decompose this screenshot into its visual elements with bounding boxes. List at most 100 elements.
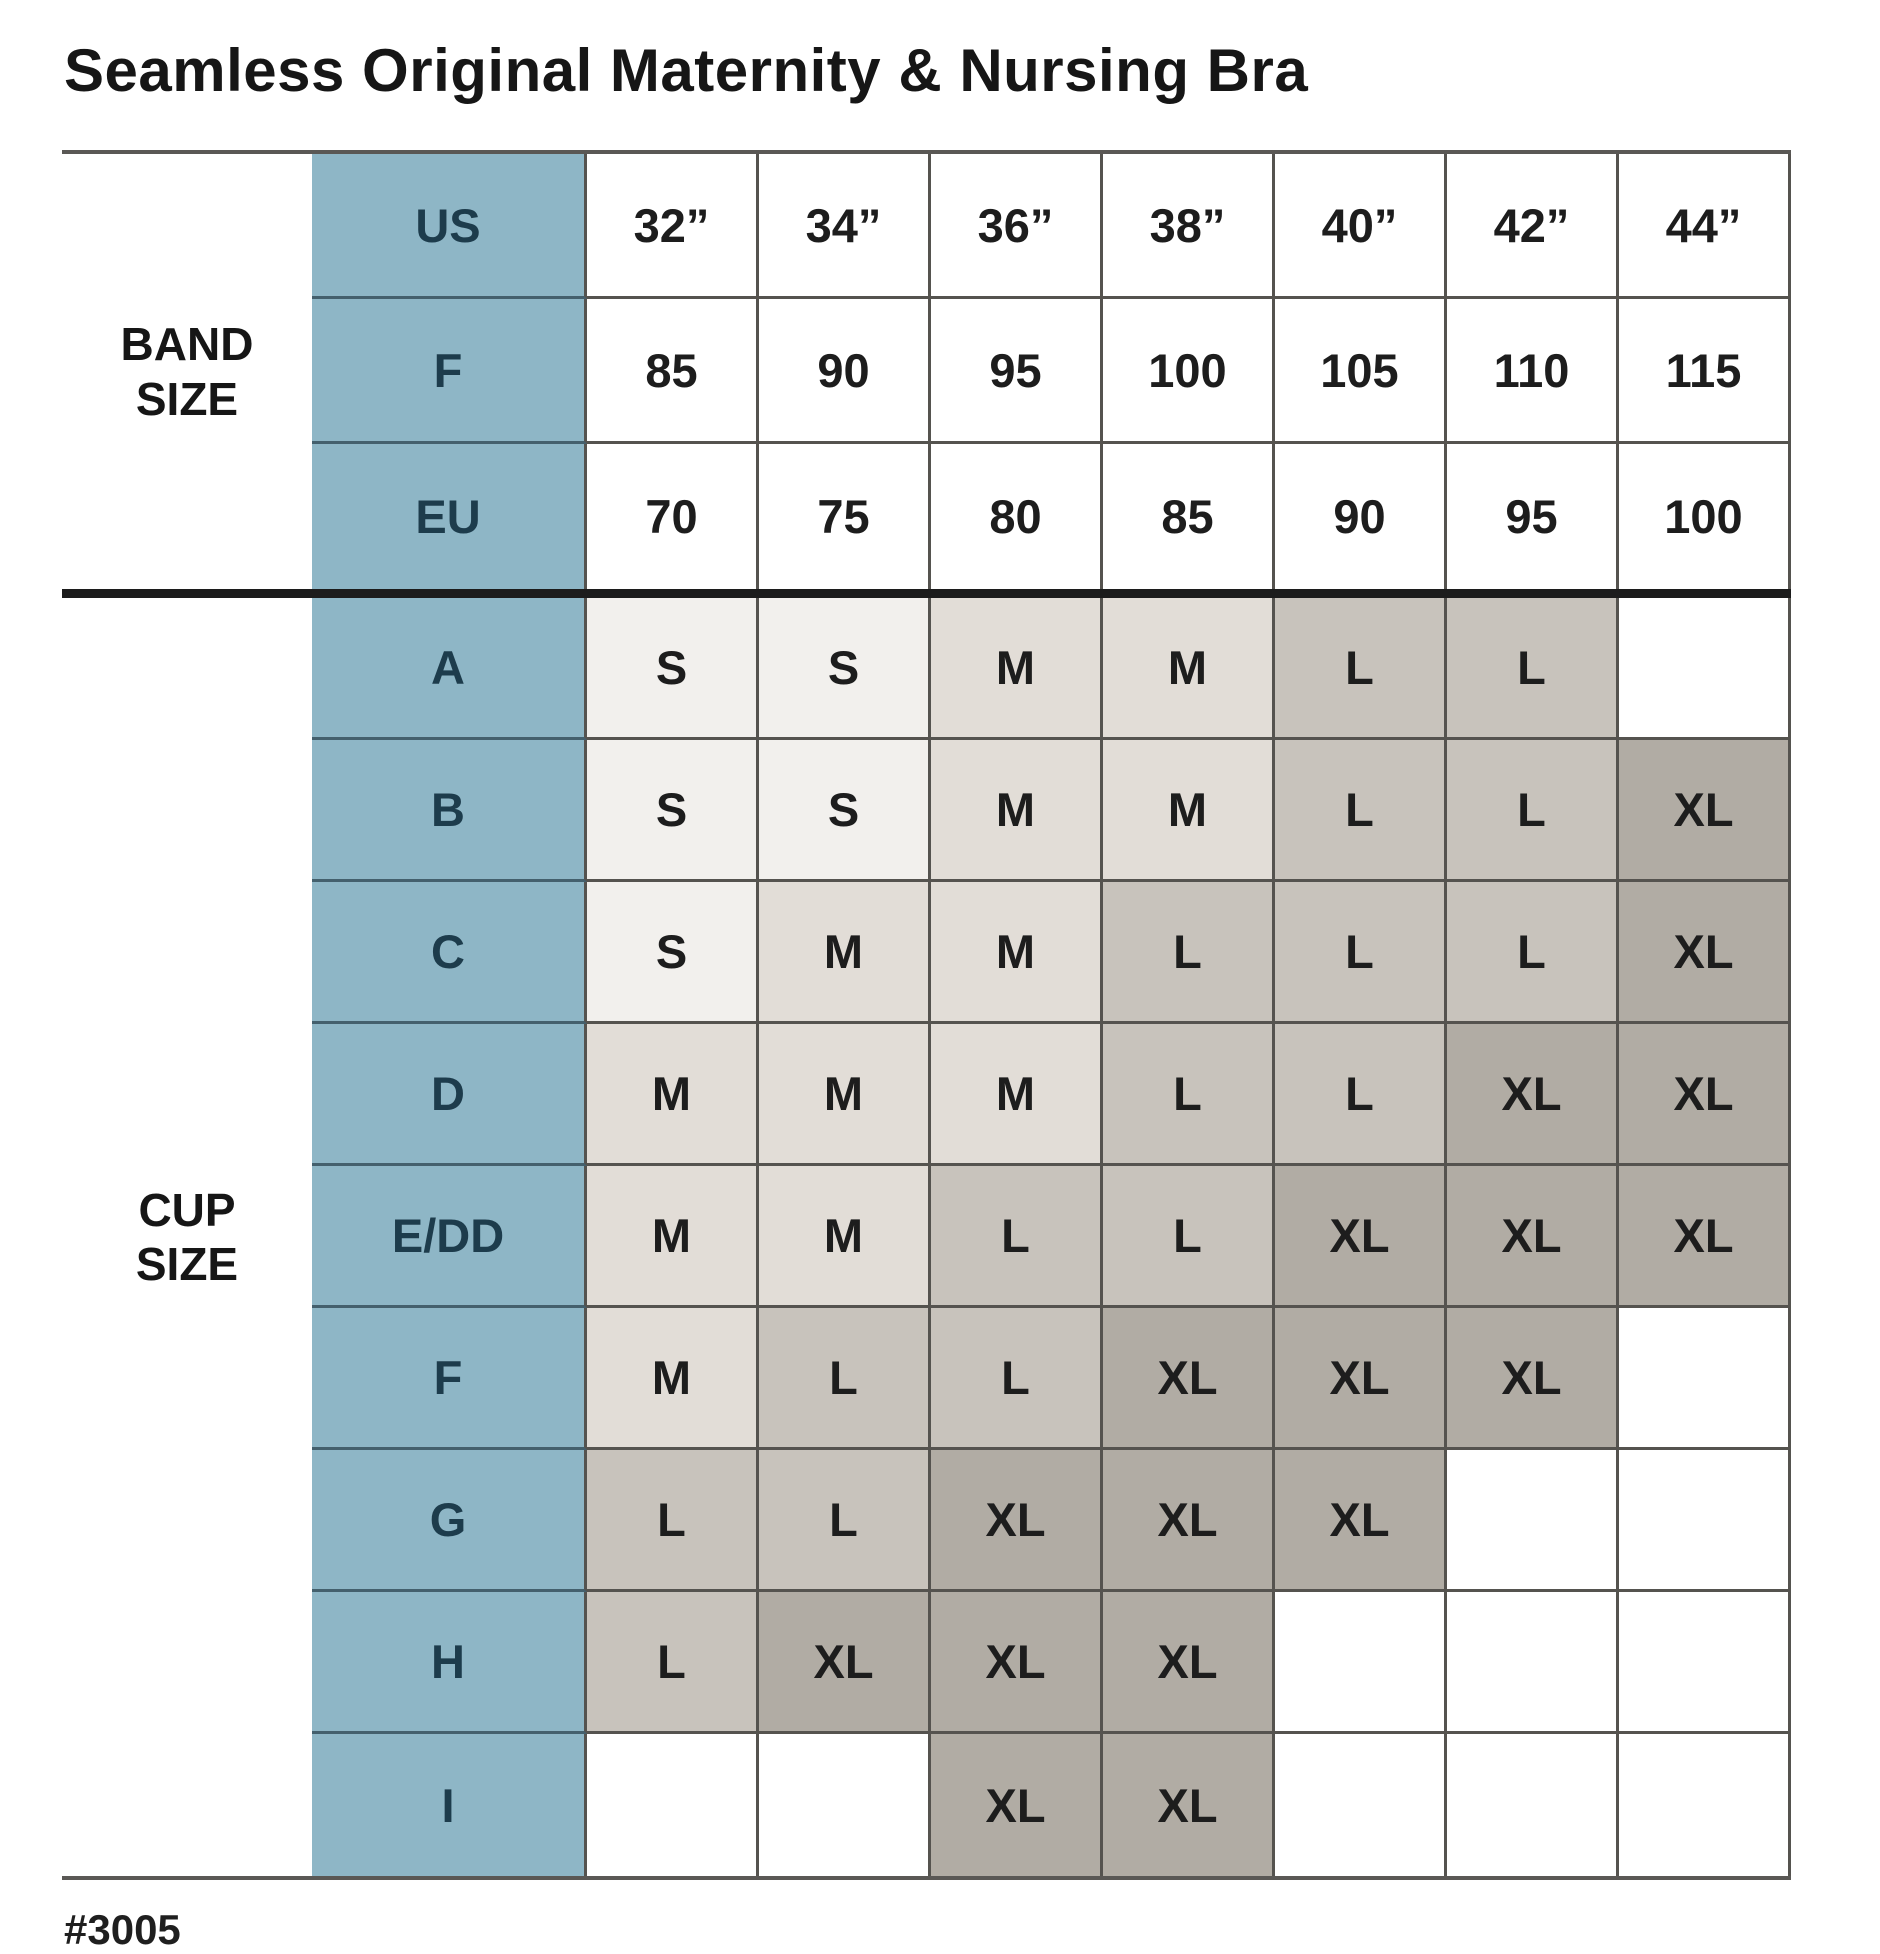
size-cell: L xyxy=(1103,1024,1275,1166)
column-header-cell: 32” xyxy=(587,154,759,299)
size-cell: XL xyxy=(931,1450,1103,1592)
size-cell xyxy=(1619,1308,1791,1450)
cup-row-label: F xyxy=(312,1308,587,1450)
size-cell: XL xyxy=(1619,740,1791,882)
size-cell: L xyxy=(1103,882,1275,1024)
size-cell: XL xyxy=(1103,1450,1275,1592)
cup-row-i: I XL XL xyxy=(312,1734,1791,1876)
band-value-cell: 90 xyxy=(1275,444,1447,589)
size-cell: L xyxy=(759,1450,931,1592)
size-cell: XL xyxy=(1447,1308,1619,1450)
band-value-cell: 100 xyxy=(1103,299,1275,444)
size-cell xyxy=(1275,1592,1447,1734)
band-value-cell: 70 xyxy=(587,444,759,589)
size-cell: L xyxy=(1275,882,1447,1024)
size-table: BAND SIZE CUP SIZE US 32” 34” 36” 38” 40… xyxy=(62,150,1791,1880)
band-row-label: EU xyxy=(312,444,587,589)
size-cell: XL xyxy=(1447,1166,1619,1308)
band-value-cell: 90 xyxy=(759,299,931,444)
column-header-cell: 42” xyxy=(1447,154,1619,299)
band-value-cell: 85 xyxy=(587,299,759,444)
style-number: #3005 xyxy=(64,1906,181,1953)
band-value-cell: 85 xyxy=(1103,444,1275,589)
column-header-cell: 44” xyxy=(1619,154,1791,299)
size-cell: XL xyxy=(1103,1734,1275,1876)
size-cell: XL xyxy=(1103,1592,1275,1734)
size-cell: M xyxy=(587,1308,759,1450)
band-row-label: US xyxy=(312,154,587,299)
size-cell: XL xyxy=(1275,1166,1447,1308)
size-cell: S xyxy=(587,740,759,882)
band-row-us: US 32” 34” 36” 38” 40” 42” 44” xyxy=(312,154,1791,299)
size-cell: L xyxy=(587,1592,759,1734)
size-cell: XL xyxy=(759,1592,931,1734)
column-header-cell: 38” xyxy=(1103,154,1275,299)
column-header-cell: 34” xyxy=(759,154,931,299)
size-cell xyxy=(1619,1734,1791,1876)
size-cell xyxy=(1447,1734,1619,1876)
band-value-cell: 105 xyxy=(1275,299,1447,444)
size-cell: XL xyxy=(1103,1308,1275,1450)
size-cell: M xyxy=(931,882,1103,1024)
size-cell xyxy=(587,1734,759,1876)
size-cell: L xyxy=(1275,598,1447,740)
cup-row-label: C xyxy=(312,882,587,1024)
cup-row-d: D M M M L L XL XL xyxy=(312,1024,1791,1166)
size-cell: M xyxy=(931,598,1103,740)
size-cell: XL xyxy=(1447,1024,1619,1166)
size-cell: M xyxy=(759,1024,931,1166)
size-cell xyxy=(759,1734,931,1876)
size-cell: XL xyxy=(1275,1308,1447,1450)
size-cell: L xyxy=(1275,1024,1447,1166)
band-value-cell: 80 xyxy=(931,444,1103,589)
size-cell: L xyxy=(1275,740,1447,882)
band-value-cell: 115 xyxy=(1619,299,1791,444)
cup-row-edd: E/DD M M L L XL XL XL xyxy=(312,1166,1791,1308)
size-cell xyxy=(1447,1450,1619,1592)
size-cell xyxy=(1619,1592,1791,1734)
band-row-f: F 85 90 95 100 105 110 115 xyxy=(312,299,1791,444)
band-row-label: F xyxy=(312,299,587,444)
cup-row-f: F M L L XL XL XL xyxy=(312,1308,1791,1450)
size-cell: XL xyxy=(1619,1024,1791,1166)
size-cell: L xyxy=(1447,598,1619,740)
size-cell: M xyxy=(931,1024,1103,1166)
band-value-cell: 95 xyxy=(931,299,1103,444)
cup-row-g: G L L XL XL XL xyxy=(312,1450,1791,1592)
size-cell: XL xyxy=(931,1734,1103,1876)
size-cell: XL xyxy=(931,1592,1103,1734)
size-cell xyxy=(1447,1592,1619,1734)
section-divider xyxy=(62,589,1791,598)
band-value-cell: 75 xyxy=(759,444,931,589)
size-cell xyxy=(1619,1450,1791,1592)
cup-row-c: C S M M L L L XL xyxy=(312,882,1791,1024)
size-cell: S xyxy=(759,598,931,740)
size-cell: S xyxy=(587,882,759,1024)
page-title: Seamless Original Maternity & Nursing Br… xyxy=(64,37,1309,104)
size-cell: M xyxy=(759,882,931,1024)
band-value-cell: 110 xyxy=(1447,299,1619,444)
cup-row-label: E/DD xyxy=(312,1166,587,1308)
band-value-cell: 95 xyxy=(1447,444,1619,589)
size-cell: L xyxy=(931,1308,1103,1450)
band-row-eu: EU 70 75 80 85 90 95 100 xyxy=(312,444,1791,589)
size-cell: M xyxy=(1103,740,1275,882)
cup-row-b: B S S M M L L XL xyxy=(312,740,1791,882)
size-cell: L xyxy=(1447,882,1619,1024)
size-cell: M xyxy=(931,740,1103,882)
size-cell: S xyxy=(759,740,931,882)
size-cell: XL xyxy=(1619,1166,1791,1308)
column-header-cell: 36” xyxy=(931,154,1103,299)
cup-size-label: CUP SIZE xyxy=(135,1183,239,1290)
size-cell xyxy=(1275,1734,1447,1876)
cup-row-label: A xyxy=(312,598,587,740)
cup-row-label: G xyxy=(312,1450,587,1592)
size-cell: M xyxy=(587,1166,759,1308)
cup-row-label: H xyxy=(312,1592,587,1734)
size-cell: M xyxy=(587,1024,759,1166)
band-value-cell: 100 xyxy=(1619,444,1791,589)
cup-row-a: A S S M M L L xyxy=(312,598,1791,740)
size-cell: XL xyxy=(1275,1450,1447,1592)
column-header-cell: 40” xyxy=(1275,154,1447,299)
